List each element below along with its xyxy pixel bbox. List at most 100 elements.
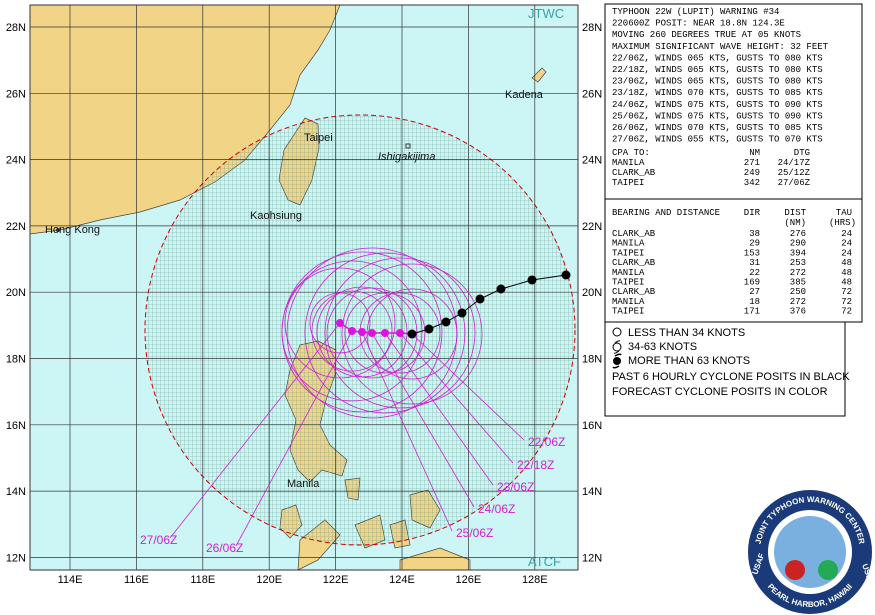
bearing-cell: CLARK_AB <box>612 229 656 239</box>
warning-line: TYPHOON 22W (LUPIT) WARNING #34 <box>612 7 779 17</box>
lon-label: 118E <box>190 574 215 586</box>
bearing-header: DIST <box>784 208 806 218</box>
forecast-posit <box>381 329 389 337</box>
jtwc-label: JTWC <box>528 6 564 21</box>
forecast-posit <box>336 319 344 327</box>
forecast-posit <box>368 329 376 337</box>
bearing-cell: 29 <box>749 239 760 249</box>
cpa-header: DTG <box>794 148 810 158</box>
past-posit <box>527 275 537 285</box>
warning-line: MAXIMUM SIGNIFICANT WAVE HEIGHT: 32 FEET <box>612 42 829 52</box>
cpa-cell: 249 <box>744 168 760 178</box>
warning-line: 22/18Z, WINDS 065 KTS, GUSTS TO 080 KTS <box>612 65 823 75</box>
bearing-cell: 24 <box>841 239 852 249</box>
lat-label: 26N <box>6 88 26 100</box>
forecast-leader <box>169 322 341 539</box>
bearing-cell: TAIPEI <box>612 248 644 258</box>
cpa-cell: 342 <box>744 178 760 188</box>
past-posit <box>496 284 506 294</box>
lon-label: 128E <box>522 574 548 586</box>
bearing-title: BEARING AND DISTANCE <box>612 208 720 218</box>
cpa-header: NM <box>749 148 760 158</box>
cpa-cell: 25/12Z <box>778 168 811 178</box>
forecast-leader <box>361 331 453 532</box>
bearing-cell: 169 <box>744 278 760 288</box>
past-posit <box>561 270 571 280</box>
forecast-label: 24/06Z <box>478 502 515 516</box>
bearing-cell: 24 <box>841 229 852 239</box>
past-posit <box>457 308 467 318</box>
lon-label: 114E <box>58 574 83 586</box>
forecast-label: 22/18Z <box>517 458 554 472</box>
wind-radius <box>324 257 476 409</box>
lat-label: 20N <box>582 287 602 299</box>
bearing-cell: 31 <box>749 258 760 268</box>
lat-label: 14N <box>6 486 26 498</box>
seal-emblem <box>818 560 838 580</box>
bearing-cell: 276 <box>790 229 806 239</box>
cpa-cell: 24/17Z <box>778 158 811 168</box>
bearing-cell: 72 <box>841 287 852 297</box>
lat-label: 22N <box>582 221 602 233</box>
forecast-leader <box>411 333 525 441</box>
forecast-leader <box>371 332 475 508</box>
bearing-header: TAU <box>836 208 852 218</box>
lat-label: 28N <box>582 22 602 34</box>
forecast-leader <box>235 330 353 547</box>
lon-label: 126E <box>456 574 482 586</box>
legend-icon <box>612 327 622 337</box>
lon-label: 120E <box>256 574 282 586</box>
cpa-cell: 27/06Z <box>778 178 811 188</box>
warning-line: 220600Z POSIT: NEAR 18.8N 124.3E <box>612 19 785 29</box>
bearing-cell: 72 <box>841 307 852 317</box>
bearing-cell: 18 <box>749 297 760 307</box>
bearing-cell: TAIPEI <box>612 307 644 317</box>
place-names: Hong Kong Taipei Kaohsiung Ishigakijima … <box>45 89 544 490</box>
lat-label: 22N <box>6 221 26 233</box>
lat-label: 18N <box>582 354 602 366</box>
forecast-posit <box>396 329 404 337</box>
warning-line: MOVING 260 DEGREES TRUE AT 05 KNOTS <box>612 30 801 40</box>
seal: JOINT TYPHOON WARNING CENTER PEARL HARBO… <box>748 490 874 614</box>
warning-line: 22/06Z, WINDS 065 KTS, GUSTS TO 080 KTS <box>612 53 823 63</box>
atcf-label: ATCF <box>528 554 561 569</box>
bearing-cell: 22 <box>749 268 760 278</box>
bearing-cell: TAIPEI <box>612 278 644 288</box>
bearing-cell: CLARK_AB <box>612 287 656 297</box>
bearing-cell: 72 <box>841 297 852 307</box>
seal-emblem <box>785 560 805 580</box>
map-border <box>29 4 579 571</box>
legend-item: MORE THAN 63 KNOTS <box>628 355 750 367</box>
bearing-cell: 272 <box>790 268 806 278</box>
grid <box>30 5 578 570</box>
lat-label: 26N <box>582 88 602 100</box>
warning-line: 25/06Z, WINDS 075 KTS, GUSTS TO 090 KTS <box>612 111 823 121</box>
cpa-cell: CLARK_AB <box>612 168 656 178</box>
legend-item: LESS THAN 34 KNOTS <box>628 327 745 339</box>
wind-radius <box>311 290 393 372</box>
past-posit <box>424 324 434 334</box>
lon-label: 122E <box>323 574 349 586</box>
bearing-header: (HRS) <box>829 218 856 228</box>
place: Manila <box>287 478 320 490</box>
wind-radius <box>304 252 466 414</box>
lat-label: 28N <box>6 22 26 34</box>
forecast-label: 22/06Z <box>528 435 565 449</box>
lon-label: 116E <box>124 574 149 586</box>
bearing-cell: 385 <box>790 278 806 288</box>
forecast-label: 27/06Z <box>140 533 177 547</box>
bearing-cell: CLARK_AB <box>612 258 656 268</box>
bearing-cell: 153 <box>744 248 760 258</box>
wind-radius <box>316 286 408 378</box>
bearing-cell: MANILA <box>612 297 645 307</box>
warning-line: 23/06Z, WINDS 065 KTS, GUSTS TO 080 KTS <box>612 77 823 87</box>
bearing-cell: 38 <box>749 229 760 239</box>
cpa-cell: TAIPEI <box>612 178 644 188</box>
bearing-cell: 27 <box>749 287 760 297</box>
place: Kadena <box>505 89 544 101</box>
track <box>169 247 571 547</box>
past-posit <box>441 317 451 327</box>
warning-line: 23/18Z, WINDS 070 KTS, GUSTS TO 085 KTS <box>612 88 823 98</box>
forecast-label: 25/06Z <box>456 526 493 540</box>
